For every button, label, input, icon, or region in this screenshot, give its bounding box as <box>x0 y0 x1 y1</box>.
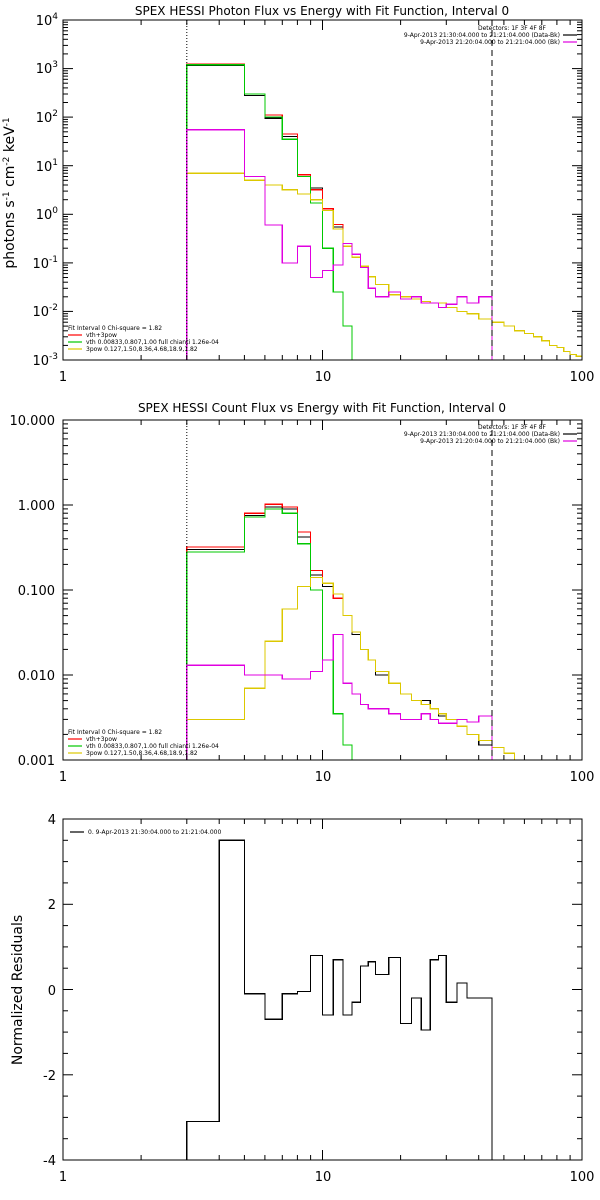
legend-header: Detectors: 1F 3F 4F 8F <box>478 25 547 32</box>
x-tick-label: 1 <box>59 370 67 385</box>
photon-flux-ylabel: photons s-1 cm-2 keV-1 <box>2 117 18 268</box>
series-line <box>186 839 493 1160</box>
count-flux-plot-frame <box>62 419 583 761</box>
legend-entry-label: 3pow 0.127,1.50,8.36,4.68,18.9,1.82 <box>86 346 198 353</box>
legend-entry-label: vth+3pow <box>86 332 117 339</box>
series-line <box>186 508 361 761</box>
residuals-panel: Normalized Residuals 1 10 100 -4 -2 0 2 … <box>10 813 594 1185</box>
legend-header: Detectors: 1F 3F 4F 8F <box>478 424 547 431</box>
photon-flux-title: SPEX HESSI Photon Flux vs Energy with Fi… <box>135 4 509 18</box>
x-tick-label: 10 <box>315 1170 332 1185</box>
series-line <box>186 129 493 360</box>
x-tick-label: 10 <box>315 770 332 785</box>
y-tick-label: 103 <box>36 60 58 77</box>
x-tick-label: 10 <box>315 370 332 385</box>
legend-entry-label: vth+3pow <box>86 736 117 743</box>
x-tick-label: 1 <box>59 1170 67 1185</box>
y-tick-label: 0 <box>48 984 56 999</box>
series-line <box>186 506 493 760</box>
y-tick-label: 102 <box>36 109 58 126</box>
legend-entry-label: vth 0.00833,0.807,1.00 full chianti 1.26… <box>86 339 219 346</box>
legend-header: Fit Interval 0 Chi-square = 1.82 <box>68 729 162 736</box>
y-tick-label: 101 <box>36 158 58 175</box>
y-tick-label: 1.000 <box>18 499 55 514</box>
photon-flux-plot-frame <box>62 19 583 361</box>
legend-bottom-left: Fit Interval 0 Chi-square = 1.82 vth+3po… <box>68 325 219 353</box>
count-flux-panel: SPEX HESSI Count Flux vs Energy with Fit… <box>10 401 595 785</box>
y-tick-label: 10.000 <box>10 414 56 429</box>
series-line <box>186 503 493 760</box>
legend: 0. 9-Apr-2013 21:30:04.000 to 21:21:04.0… <box>70 829 221 836</box>
y-tick-label: 2 <box>48 898 56 913</box>
x-tick-label: 100 <box>570 370 595 385</box>
series-line <box>186 64 361 361</box>
legend-entry-label: 9-Apr-2013 21:20:04.000 to 21:21:04.000 … <box>420 438 560 445</box>
residuals-ylabel: Normalized Residuals <box>10 915 26 1065</box>
x-tick-label: 1 <box>59 770 67 785</box>
photon-flux-panel: SPEX HESSI Photon Flux vs Energy with Fi… <box>2 4 594 385</box>
series-line <box>186 65 493 360</box>
y-tick-label: 0.010 <box>18 669 55 684</box>
legend-header: Fit Interval 0 Chi-square = 1.82 <box>68 325 162 332</box>
legend-entry-label: 3pow 0.127,1.50,8.36,4.68,18.9,1.82 <box>86 750 198 757</box>
y-tick-label: -4 <box>43 1154 56 1169</box>
y-tick-label: 10-1 <box>32 255 58 272</box>
series-line <box>186 172 583 360</box>
y-tick-label: 10-3 <box>32 352 58 369</box>
legend-top-right: Detectors: 1F 3F 4F 8F 9-Apr-2013 21:30:… <box>404 25 577 46</box>
series-line <box>186 63 493 360</box>
x-tick-label: 100 <box>570 770 595 785</box>
legend-entry-label: 9-Apr-2013 21:30:04.000 to 21:21:04.000 … <box>404 32 560 39</box>
y-tick-label: 0.001 <box>18 754 55 769</box>
y-tick-label: 4 <box>48 813 56 828</box>
y-tick-label: 100 <box>36 206 59 223</box>
legend-entry-label: vth 0.00833,0.807,1.00 full chianti 1.26… <box>86 743 219 750</box>
x-tick-label: 100 <box>570 1170 595 1185</box>
residuals-plot-frame <box>62 818 583 1161</box>
count-flux-title: SPEX HESSI Count Flux vs Energy with Fit… <box>138 401 506 415</box>
legend-top-right: Detectors: 1F 3F 4F 8F 9-Apr-2013 21:30:… <box>404 424 577 445</box>
legend-entry-label: 9-Apr-2013 21:30:04.000 to 21:21:04.000 … <box>404 431 560 438</box>
y-tick-label: -2 <box>43 1069 56 1084</box>
y-tick-label: 10-2 <box>32 303 58 320</box>
y-tick-label: 104 <box>36 12 59 29</box>
series-line <box>186 633 493 760</box>
legend-bottom-left: Fit Interval 0 Chi-square = 1.82 vth+3po… <box>68 729 219 757</box>
legend-entry-label: 9-Apr-2013 21:20:04.000 to 21:21:04.000 … <box>420 39 560 46</box>
y-tick-label: 0.100 <box>18 584 55 599</box>
legend-entry-label: 0. 9-Apr-2013 21:30:04.000 to 21:21:04.0… <box>88 829 221 836</box>
series-line <box>186 577 550 761</box>
